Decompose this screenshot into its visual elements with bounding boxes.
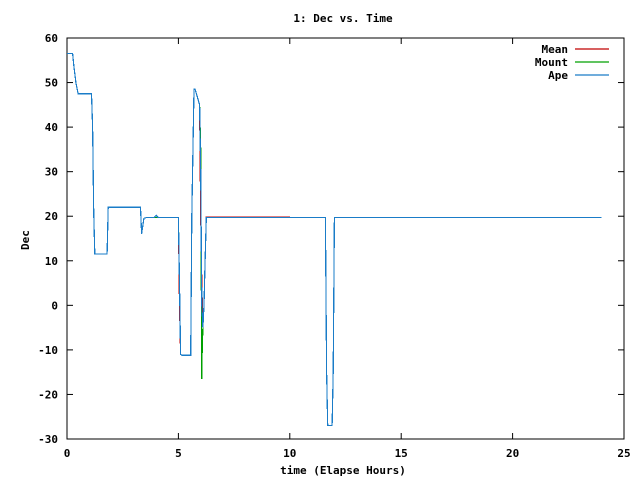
y-tick-label: -30 — [38, 433, 58, 446]
x-tick-label: 25 — [617, 447, 630, 460]
y-tick-label: 30 — [45, 166, 58, 179]
series-layer — [67, 52, 602, 427]
chart-title: 1: Dec vs. Time — [293, 12, 393, 25]
legend-label: Mount — [535, 56, 568, 69]
x-tick-label: 20 — [506, 447, 519, 460]
x-tick-label: 0 — [64, 447, 71, 460]
y-axis: -30 -20 -10 0 10 20 30 40 50 60 — [38, 32, 624, 446]
y-axis-label: Dec — [19, 230, 32, 250]
series-line-mean — [67, 52, 290, 356]
legend-label: Ape — [548, 69, 568, 82]
y-tick-label: -20 — [38, 388, 58, 401]
x-axis: 0 5 10 15 20 25 — [64, 38, 631, 460]
x-tick-label: 10 — [283, 447, 296, 460]
y-tick-label: 50 — [45, 77, 58, 90]
y-tick-label: 40 — [45, 121, 58, 134]
y-tick-label: 0 — [51, 299, 58, 312]
y-tick-label: 20 — [45, 210, 58, 223]
legend-label: Mean — [542, 43, 569, 56]
series-line-ape — [67, 52, 602, 427]
x-axis-label: time (Elapse Hours) — [280, 464, 406, 477]
plot-frame — [66, 37, 625, 440]
x-tick-label: 5 — [175, 447, 182, 460]
y-tick-label: -10 — [38, 344, 58, 357]
y-tick-label: 10 — [45, 255, 58, 268]
y-tick-label: 60 — [45, 32, 58, 45]
x-tick-label: 15 — [395, 447, 408, 460]
